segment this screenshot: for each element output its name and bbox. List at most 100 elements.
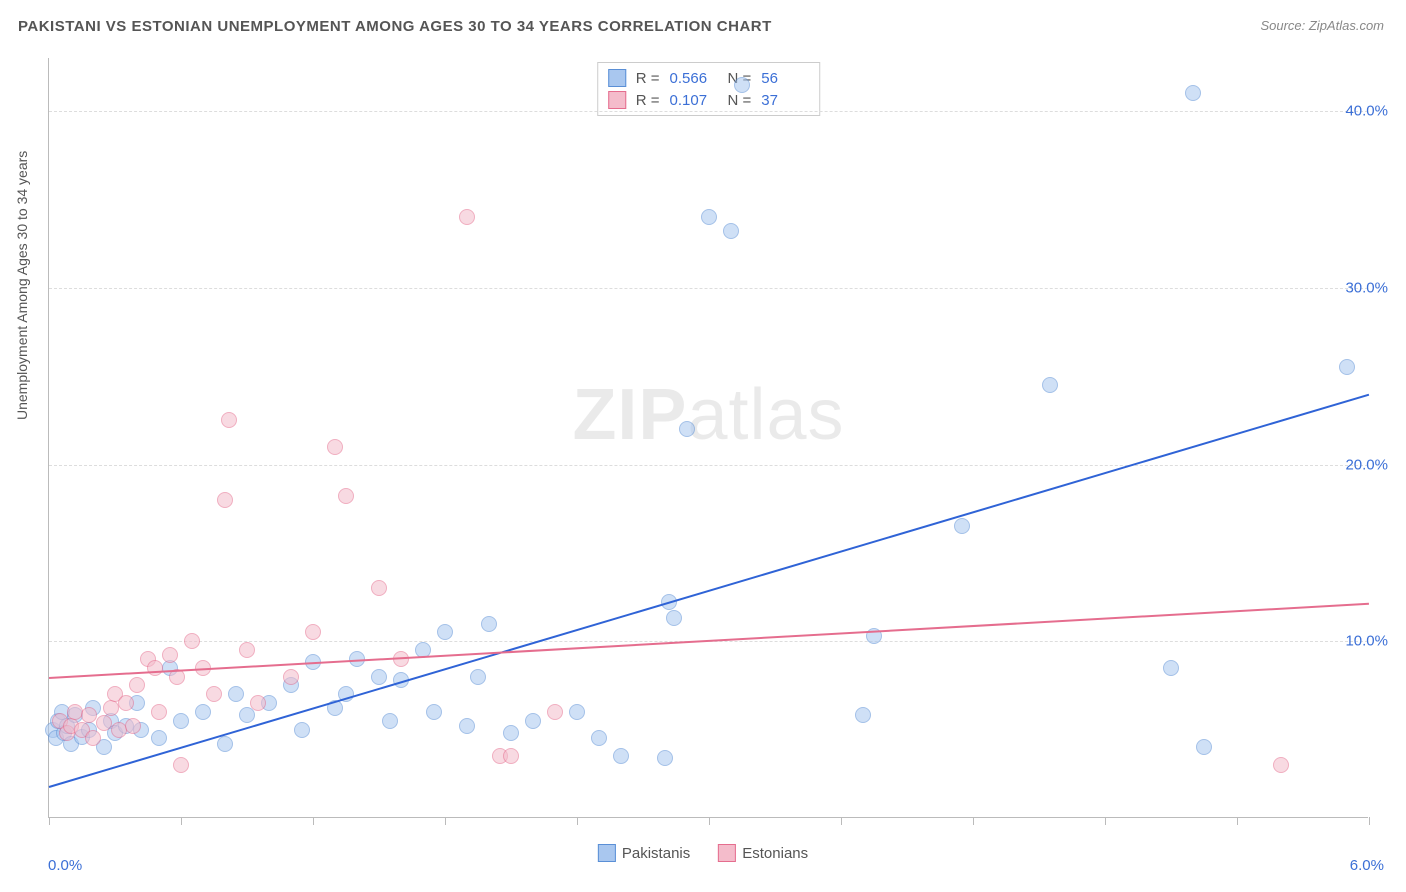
legend-label: Estonians bbox=[742, 845, 808, 862]
data-point bbox=[206, 686, 222, 702]
x-tick bbox=[445, 817, 446, 825]
data-point bbox=[426, 704, 442, 720]
data-point bbox=[1196, 739, 1212, 755]
series-legend: Pakistanis Estonians bbox=[598, 844, 808, 862]
y-tick-label: 20.0% bbox=[1345, 456, 1388, 473]
correlation-legend: R = 0.566N = 56R = 0.107N = 37 bbox=[597, 62, 821, 116]
legend-swatch bbox=[608, 69, 626, 87]
gridline bbox=[49, 288, 1368, 289]
y-tick-label: 10.0% bbox=[1345, 633, 1388, 650]
data-point bbox=[96, 715, 112, 731]
x-tick bbox=[313, 817, 314, 825]
legend-r-label: R = bbox=[636, 92, 660, 109]
gridline bbox=[49, 465, 1368, 466]
watermark-light: atlas bbox=[687, 375, 844, 455]
data-point bbox=[1185, 85, 1201, 101]
data-point bbox=[591, 730, 607, 746]
plot-area: ZIPatlas R = 0.566N = 56R = 0.107N = 37 bbox=[48, 58, 1368, 818]
data-point bbox=[283, 669, 299, 685]
data-point bbox=[294, 722, 310, 738]
legend-n-label: N = bbox=[728, 92, 752, 109]
data-point bbox=[151, 704, 167, 720]
data-point bbox=[195, 704, 211, 720]
gridline bbox=[49, 111, 1368, 112]
data-point bbox=[151, 730, 167, 746]
data-point bbox=[250, 695, 266, 711]
data-point bbox=[613, 748, 629, 764]
data-point bbox=[371, 580, 387, 596]
data-point bbox=[701, 209, 717, 225]
data-point bbox=[305, 624, 321, 640]
legend-item: Pakistanis bbox=[598, 844, 690, 862]
legend-swatch bbox=[718, 844, 736, 862]
data-point bbox=[162, 647, 178, 663]
watermark: ZIPatlas bbox=[572, 374, 844, 456]
data-point bbox=[666, 610, 682, 626]
data-point bbox=[173, 713, 189, 729]
data-point bbox=[371, 669, 387, 685]
data-point bbox=[217, 736, 233, 752]
data-point bbox=[118, 695, 134, 711]
trend-line bbox=[49, 394, 1370, 788]
data-point bbox=[239, 707, 255, 723]
y-axis-label: Unemployment Among Ages 30 to 34 years bbox=[14, 151, 30, 420]
data-point bbox=[734, 77, 750, 93]
data-point bbox=[503, 748, 519, 764]
data-point bbox=[459, 209, 475, 225]
watermark-bold: ZIP bbox=[572, 375, 687, 455]
data-point bbox=[382, 713, 398, 729]
data-point bbox=[217, 492, 233, 508]
legend-n-value: 37 bbox=[761, 92, 809, 109]
x-tick bbox=[841, 817, 842, 825]
data-point bbox=[437, 624, 453, 640]
legend-row: R = 0.107 N = 37 bbox=[608, 89, 810, 111]
x-axis-min: 0.0% bbox=[48, 857, 82, 874]
legend-r-value: 0.107 bbox=[670, 92, 718, 109]
x-tick bbox=[577, 817, 578, 825]
source-label: Source: ZipAtlas.com bbox=[1260, 18, 1384, 33]
x-tick bbox=[1237, 817, 1238, 825]
legend-r-label: R = bbox=[636, 70, 660, 87]
x-tick bbox=[709, 817, 710, 825]
x-tick bbox=[181, 817, 182, 825]
data-point bbox=[125, 718, 141, 734]
legend-swatch bbox=[598, 844, 616, 862]
data-point bbox=[184, 633, 200, 649]
data-point bbox=[221, 412, 237, 428]
x-axis-max: 6.0% bbox=[1350, 857, 1384, 874]
data-point bbox=[1339, 359, 1355, 375]
legend-n-value: 56 bbox=[761, 70, 809, 87]
data-point bbox=[239, 642, 255, 658]
data-point bbox=[569, 704, 585, 720]
x-tick bbox=[49, 817, 50, 825]
y-tick-label: 30.0% bbox=[1345, 279, 1388, 296]
y-tick-label: 40.0% bbox=[1345, 103, 1388, 120]
data-point bbox=[470, 669, 486, 685]
legend-label: Pakistanis bbox=[622, 845, 690, 862]
data-point bbox=[1273, 757, 1289, 773]
data-point bbox=[855, 707, 871, 723]
data-point bbox=[327, 439, 343, 455]
data-point bbox=[525, 713, 541, 729]
data-point bbox=[81, 707, 97, 723]
data-point bbox=[547, 704, 563, 720]
data-point bbox=[338, 488, 354, 504]
data-point bbox=[1163, 660, 1179, 676]
x-tick bbox=[1105, 817, 1106, 825]
data-point bbox=[679, 421, 695, 437]
legend-row: R = 0.566N = 56 bbox=[608, 67, 810, 89]
data-point bbox=[103, 700, 119, 716]
x-tick bbox=[1369, 817, 1370, 825]
data-point bbox=[459, 718, 475, 734]
data-point bbox=[723, 223, 739, 239]
data-point bbox=[954, 518, 970, 534]
data-point bbox=[85, 730, 101, 746]
data-point bbox=[657, 750, 673, 766]
data-point bbox=[129, 677, 145, 693]
chart-title: PAKISTANI VS ESTONIAN UNEMPLOYMENT AMONG… bbox=[18, 18, 772, 35]
legend-swatch bbox=[608, 91, 626, 109]
x-tick bbox=[973, 817, 974, 825]
data-point bbox=[503, 725, 519, 741]
legend-r-value: 0.566 bbox=[670, 70, 718, 87]
data-point bbox=[481, 616, 497, 632]
